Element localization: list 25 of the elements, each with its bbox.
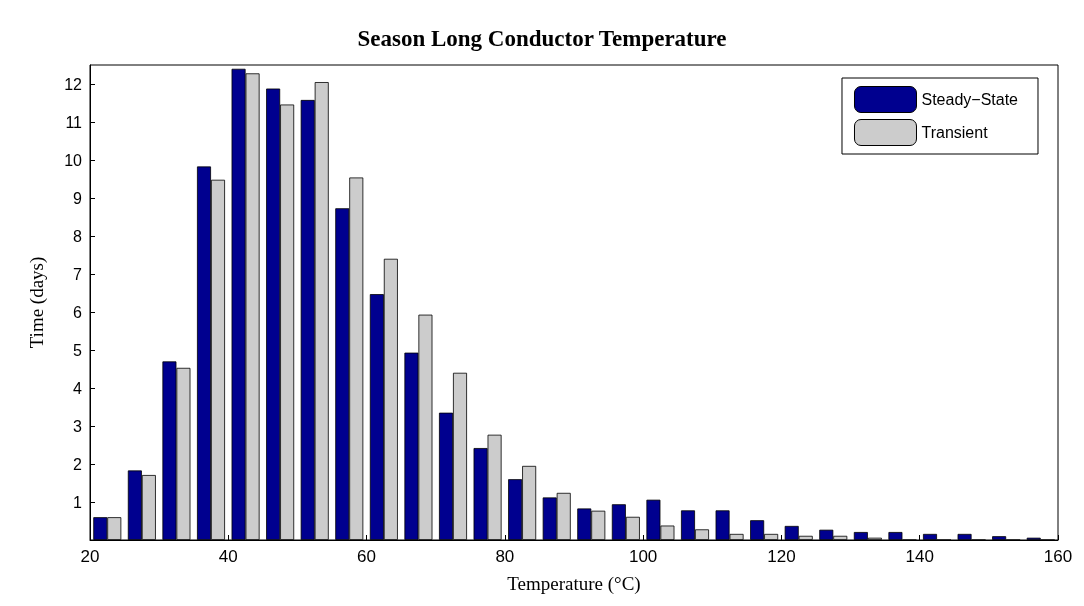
x-tick-label: 40 xyxy=(218,547,238,566)
x-tick-label: 120 xyxy=(767,547,796,566)
y-tick-label: 2 xyxy=(73,455,83,473)
x-axis-title: Temperature (°C) xyxy=(507,573,641,595)
y-tick-label: 4 xyxy=(73,379,83,397)
y-axis-title: Time (days) xyxy=(26,256,48,349)
y-tick-label: 7 xyxy=(73,265,83,283)
x-tick-label: 20 xyxy=(80,547,100,566)
y-tick-label: 9 xyxy=(73,189,83,207)
y-tick-label: 5 xyxy=(73,341,83,359)
y-tick-label: 1 xyxy=(73,493,83,511)
y-tick-label: 10 xyxy=(64,151,83,169)
y-tick-label: 11 xyxy=(65,113,83,131)
y-tick-label: 12 xyxy=(64,75,83,93)
x-tick-label: 140 xyxy=(905,547,934,566)
y-tick-label: 6 xyxy=(73,303,83,321)
x-tick-label: 100 xyxy=(628,547,658,566)
x-tick-label: 80 xyxy=(495,547,515,566)
x-tick-label: 160 xyxy=(1043,547,1073,566)
chart-title: Season Long Conductor Temperature xyxy=(357,26,727,51)
legend-label: Steady−State xyxy=(921,91,1019,108)
y-tick-label: 8 xyxy=(73,227,83,245)
y-tick-label: 3 xyxy=(73,417,83,435)
x-tick-label: 60 xyxy=(357,547,377,566)
legend-label: Transient xyxy=(921,124,989,141)
